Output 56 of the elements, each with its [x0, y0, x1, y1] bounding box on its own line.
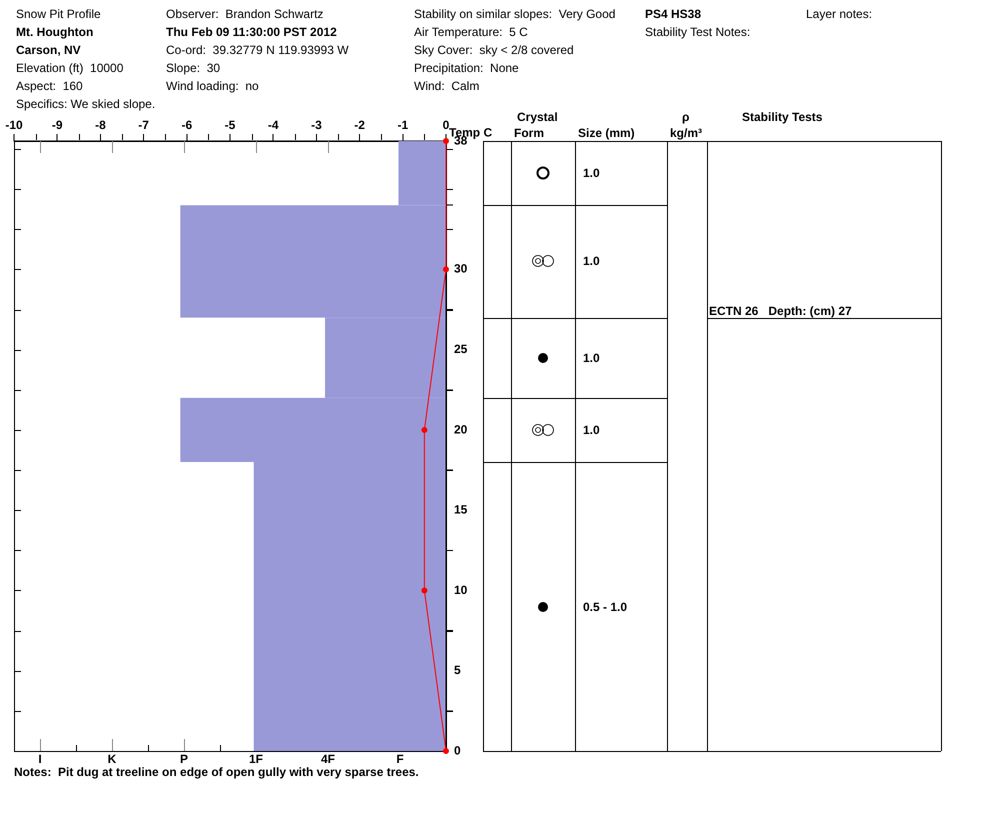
text: Wind loading: no: [166, 79, 259, 93]
x-tick-label: -1: [397, 118, 408, 132]
text: Stability Tests: [742, 110, 822, 124]
text: Sky Cover: sky < 2/8 covered: [414, 43, 574, 57]
text: Carson, NV: [16, 43, 81, 57]
text: P: [178, 752, 189, 766]
text: Layer notes:: [806, 7, 872, 21]
y-tick-label: 30: [454, 262, 468, 276]
text: 1.0: [583, 254, 600, 268]
text: Elevation (ft) 10000: [16, 61, 124, 75]
text: Co-ord: 39.32779 N 119.93993 W: [166, 43, 349, 57]
text: Crystal: [517, 110, 558, 124]
text: 1.0: [583, 422, 600, 437]
y-tick-label: 15: [454, 502, 468, 517]
x-tick-label: -3: [311, 118, 322, 132]
x-tick-label: -2: [354, 118, 366, 132]
text: 1.0: [583, 166, 600, 180]
text: Stability on similar slopes: Very Good: [414, 7, 616, 21]
text: Observer: Brandon Schwartz: [166, 7, 324, 21]
text: Wind: Calm: [414, 79, 480, 93]
x-tick-label: -10: [5, 118, 23, 132]
text: 1.0: [583, 350, 600, 365]
y-tick-label: 5: [454, 663, 461, 678]
text: I: [37, 752, 43, 766]
text: Form: [514, 126, 544, 140]
x-tick-label: -7: [138, 118, 150, 132]
text: Slope: 30: [166, 61, 220, 75]
x-tick-label: -8: [95, 118, 106, 132]
text: Thu Feb 09 11:30:00 PST 2012: [166, 25, 337, 39]
y-tick-label: 20: [454, 422, 468, 436]
text: 1F: [248, 752, 264, 766]
text: ECTN 26 Depth: (cm) 27: [709, 304, 852, 318]
text: 0.5 - 1.0: [583, 600, 628, 614]
text: K: [106, 752, 118, 766]
y-tick-label: 10: [454, 582, 468, 597]
text: Stability Test Notes:: [645, 25, 750, 39]
text: F: [395, 752, 405, 766]
x-tick-label: 0: [442, 118, 450, 132]
x-tick-label: -4: [268, 118, 279, 132]
text: Specifics: We skied slope.: [16, 97, 156, 111]
x-tick-label: -9: [52, 118, 63, 132]
text: ρ: [682, 110, 690, 124]
text: Air Temperature: 5 C: [414, 25, 528, 39]
x-tick-label: -6: [181, 118, 192, 132]
text: Size (mm): [578, 126, 635, 140]
y-tick-label: 0: [454, 743, 461, 758]
chart-title: Snow Pit Profile: [16, 7, 101, 21]
text: Precipitation: None: [414, 61, 519, 75]
text: kg/m³: [670, 126, 702, 140]
y-tick-label: 25: [454, 342, 468, 356]
text: 4F: [320, 752, 336, 766]
text: Aspect: 160: [16, 79, 83, 93]
x-tick-label: -5: [224, 118, 236, 132]
text: Mt. Houghton: [16, 25, 94, 39]
text: Notes: Pit dug at treeline on edge of open gully with very sparse trees.: [14, 765, 419, 779]
text: PS4 HS38: [645, 7, 702, 21]
